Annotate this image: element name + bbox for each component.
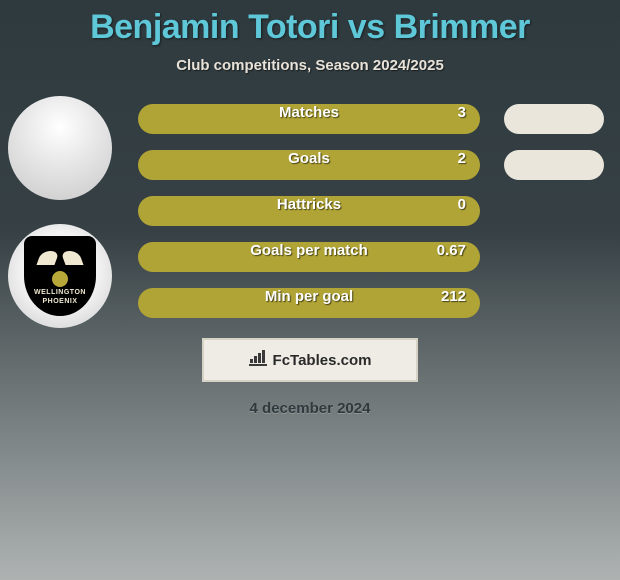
stat-label: Matches bbox=[279, 104, 339, 121]
stat-label: Min per goal bbox=[265, 288, 353, 305]
stat-row: Matches 3 bbox=[138, 104, 480, 134]
stat-value: 3 bbox=[458, 104, 466, 121]
stat-value: 0.67 bbox=[437, 242, 466, 259]
stat-label: Hattricks bbox=[277, 196, 341, 213]
club-eagle-icon bbox=[39, 247, 81, 269]
club-shield: WELLINGTON PHOENIX bbox=[24, 236, 96, 316]
player-avatar bbox=[8, 96, 112, 200]
comparison-title: Benjamin Totori vs Brimmer bbox=[0, 0, 620, 47]
comparison-bubble bbox=[504, 104, 604, 134]
stat-label: Goals bbox=[288, 150, 330, 167]
club-ball-icon bbox=[52, 271, 68, 287]
stat-value: 0 bbox=[458, 196, 466, 213]
stat-value: 2 bbox=[458, 150, 466, 167]
comparison-subtitle: Club competitions, Season 2024/2025 bbox=[0, 57, 620, 74]
stat-row: Goals 2 bbox=[138, 150, 480, 180]
comparison-bubble bbox=[504, 150, 604, 180]
avatar-column: WELLINGTON PHOENIX bbox=[8, 96, 128, 352]
source-text: FcTables.com bbox=[273, 352, 372, 369]
stat-label: Goals per match bbox=[250, 242, 368, 259]
stat-row: Hattricks 0 bbox=[138, 196, 480, 226]
club-badge: WELLINGTON PHOENIX bbox=[8, 224, 112, 328]
club-name-line1: WELLINGTON bbox=[34, 289, 86, 296]
chart-icon bbox=[249, 350, 267, 371]
snapshot-date: 4 december 2024 bbox=[0, 400, 620, 417]
stat-bars: Matches 3 Goals 2 Hattricks 0 Goals per … bbox=[138, 104, 480, 318]
stat-value: 212 bbox=[441, 288, 466, 305]
stat-row: Goals per match 0.67 bbox=[138, 242, 480, 272]
content-area: WELLINGTON PHOENIX Matches 3 Goals 2 Hat… bbox=[0, 104, 620, 318]
club-name-line2: PHOENIX bbox=[42, 298, 77, 305]
stat-row: Min per goal 212 bbox=[138, 288, 480, 318]
source-badge[interactable]: FcTables.com bbox=[202, 338, 418, 382]
